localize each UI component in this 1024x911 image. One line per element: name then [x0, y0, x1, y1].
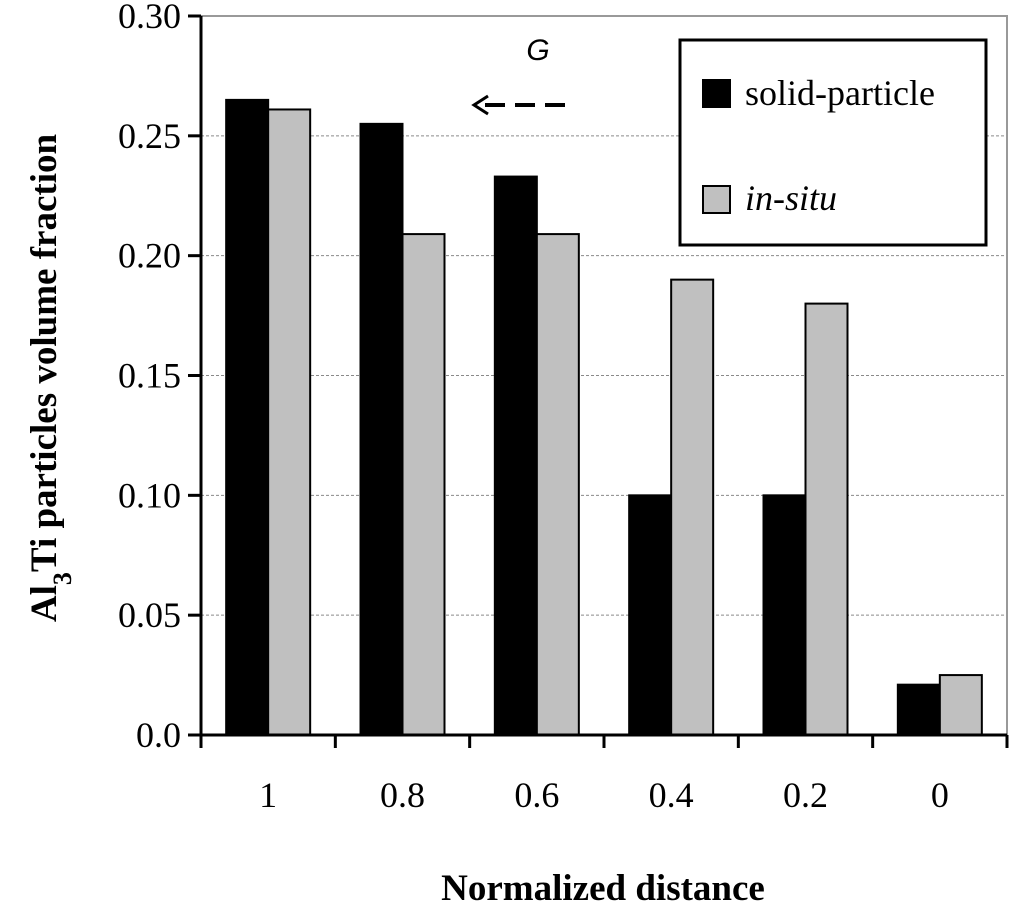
y-tick-labels: 0.0 0.05 0.10 0.15 0.20 0.25 0.30	[118, 0, 181, 755]
y-axis-title-subscript: 3	[48, 572, 77, 585]
x-tick-label: 0	[931, 775, 949, 815]
y-axis-title-prefix: Al	[24, 585, 65, 622]
bar-solid-particle-1	[359, 122, 404, 737]
y-tick-label: 0.20	[118, 236, 181, 276]
y-tick-label: 0.0	[136, 715, 181, 755]
y-tick-label: 0.10	[118, 475, 181, 515]
bar-solid-particle-4	[762, 494, 807, 737]
y-axis-title-suffix: Ti particles volume fraction	[24, 134, 65, 573]
y-tick-label: 0.25	[118, 116, 181, 156]
x-tick-label: 0.2	[783, 775, 828, 815]
bar-in-situ-5	[938, 674, 983, 736]
arrow-head-icon	[471, 94, 489, 116]
x-axis-title: Normalized distance	[441, 868, 765, 909]
legend-label-in-situ: in-situ	[745, 178, 837, 218]
bars	[225, 98, 983, 737]
annotation-label: G	[526, 34, 549, 67]
x-tick-label: 0.6	[514, 775, 559, 815]
bar-solid-particle-3	[628, 494, 673, 737]
legend: solid-particle in-situ	[678, 38, 988, 247]
gradient-annotation: G	[471, 34, 565, 116]
y-tick-label: 0.05	[118, 595, 181, 635]
bar-solid-particle-2	[493, 175, 538, 736]
bar-in-situ-4	[804, 302, 849, 736]
bar-in-situ-1	[401, 233, 446, 736]
legend-swatch-in-situ	[702, 185, 731, 214]
y-axis-title: Al3Ti particles volume fraction	[24, 134, 77, 623]
x-tick-label: 1	[259, 775, 277, 815]
y-tick-label: 0.15	[118, 356, 181, 396]
bar-in-situ-0	[267, 108, 312, 737]
bar-solid-particle-0	[225, 98, 270, 736]
y-tick-label: 0.30	[118, 0, 181, 36]
x-tick-labels: 1 0.8 0.6 0.4 0.2 0	[259, 775, 949, 815]
legend-label-solid-particle: solid-particle	[745, 73, 935, 113]
bar-in-situ-3	[670, 278, 715, 736]
x-tick-label: 0.8	[380, 775, 425, 815]
axes	[188, 14, 1009, 748]
x-tick-label: 0.4	[649, 775, 694, 815]
bar-in-situ-2	[535, 233, 580, 736]
bar-solid-particle-5	[896, 683, 941, 736]
legend-swatch-solid-particle	[702, 79, 731, 108]
